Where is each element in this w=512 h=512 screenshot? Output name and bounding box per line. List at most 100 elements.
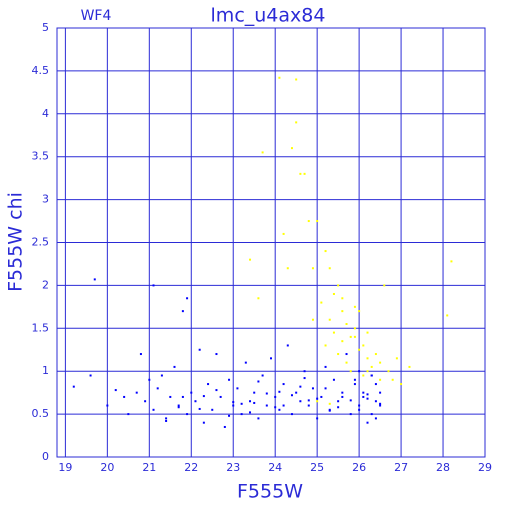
point: [202, 395, 205, 398]
x-tick-label: 29: [478, 461, 492, 474]
point: [181, 395, 184, 398]
point: [257, 417, 260, 420]
point: [127, 413, 130, 416]
point: [194, 400, 197, 403]
point: [332, 378, 335, 381]
y-tick-label: 3: [42, 193, 49, 206]
point: [341, 340, 344, 343]
point: [290, 147, 293, 150]
point: [219, 395, 222, 398]
point: [324, 365, 327, 368]
point: [370, 413, 373, 416]
point: [345, 323, 348, 326]
point: [366, 370, 369, 373]
point: [324, 387, 327, 390]
point: [395, 357, 398, 360]
point: [286, 267, 289, 270]
x-tick-label: 26: [352, 461, 366, 474]
point: [362, 395, 365, 398]
point: [366, 397, 369, 400]
point: [379, 361, 382, 364]
point: [249, 258, 252, 261]
point: [257, 297, 260, 300]
point: [165, 417, 168, 420]
point: [186, 297, 189, 300]
point: [337, 400, 340, 403]
point: [207, 383, 210, 386]
point: [278, 408, 281, 411]
point: [278, 76, 281, 79]
point: [290, 413, 293, 416]
point: [253, 391, 256, 394]
point: [257, 380, 260, 383]
plot-frame: [56, 27, 486, 458]
point: [240, 402, 243, 405]
point: [148, 378, 151, 381]
y-tick-label: 0.5: [32, 407, 50, 420]
point: [353, 378, 356, 381]
point: [303, 370, 306, 373]
point: [353, 327, 356, 330]
point: [181, 310, 184, 313]
point: [270, 357, 272, 360]
point: [358, 404, 361, 407]
x-tick-label: 27: [394, 461, 408, 474]
point: [139, 353, 142, 356]
point: [228, 414, 231, 417]
point: [450, 260, 453, 263]
point: [353, 383, 356, 386]
point: [215, 389, 218, 392]
point: [173, 365, 176, 368]
point: [198, 407, 201, 410]
point: [261, 374, 264, 377]
point: [282, 383, 285, 386]
x-axis-label: F555W: [237, 481, 303, 503]
point: [379, 404, 382, 407]
point: [379, 378, 382, 381]
point: [328, 409, 331, 412]
annotation: WF4: [81, 8, 112, 24]
point: [337, 353, 340, 356]
point: [290, 394, 293, 397]
point: [228, 378, 231, 381]
point: [265, 392, 268, 395]
point: [374, 353, 377, 356]
point: [232, 404, 235, 407]
point: [366, 421, 369, 424]
point: [286, 344, 289, 347]
point: [387, 370, 390, 373]
y-tick-label: 1: [42, 364, 49, 377]
point: [391, 378, 394, 381]
point: [311, 267, 314, 270]
point: [186, 413, 189, 416]
point: [169, 395, 172, 398]
y-tick-label: 2: [42, 278, 49, 291]
x-tick-label: 28: [436, 461, 450, 474]
point: [332, 331, 335, 334]
point: [299, 172, 302, 175]
point: [265, 404, 268, 407]
point: [202, 421, 205, 424]
point: [324, 344, 327, 347]
point: [156, 387, 159, 390]
point: [358, 408, 361, 411]
y-tick-label: 5: [42, 21, 49, 34]
point: [349, 413, 352, 416]
point: [72, 385, 75, 388]
point: [160, 374, 163, 377]
point: [370, 374, 373, 377]
x-tick-label: 21: [142, 461, 156, 474]
point: [328, 267, 331, 270]
point: [362, 374, 365, 377]
point: [152, 408, 155, 411]
x-tick-label: 20: [100, 461, 114, 474]
point: [332, 292, 335, 295]
point: [370, 365, 373, 368]
point: [341, 310, 344, 313]
point: [211, 408, 214, 411]
point: [165, 419, 168, 422]
point: [328, 402, 331, 405]
x-tick-label: 22: [184, 461, 198, 474]
point: [316, 417, 319, 420]
